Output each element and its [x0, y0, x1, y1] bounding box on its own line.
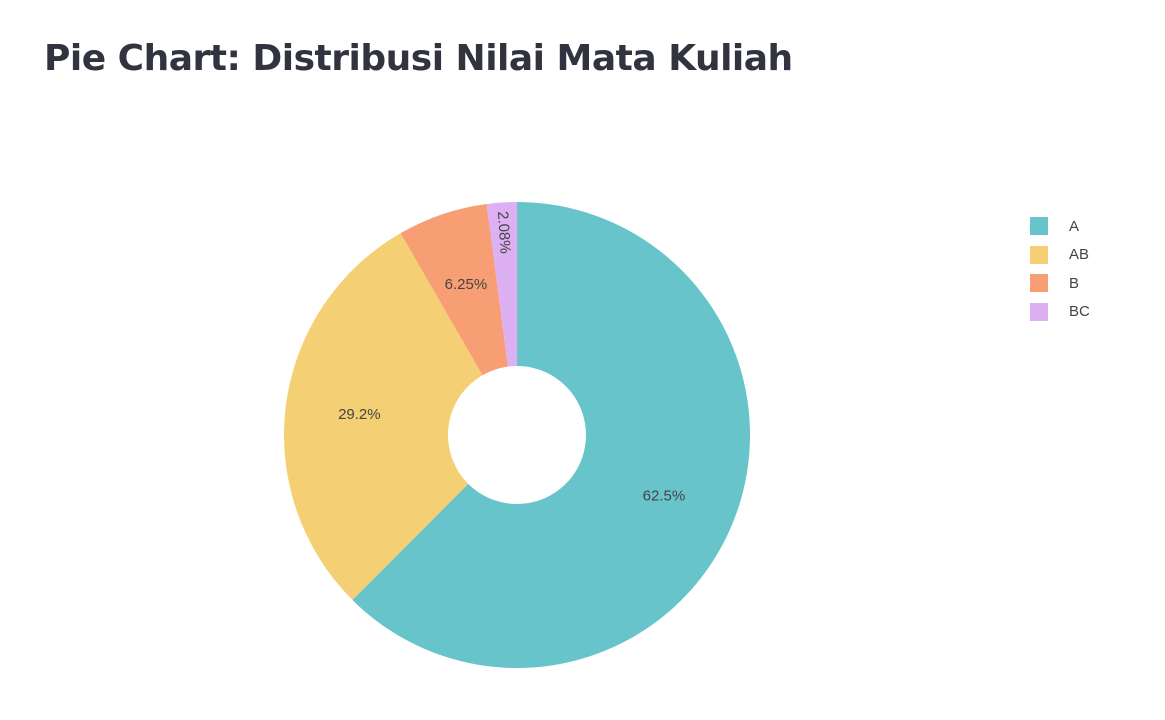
legend-item-ab[interactable]: AB	[1030, 241, 1090, 270]
pie-slice-bc[interactable]	[486, 202, 517, 367]
pie-slice-label-bc: 2.08%	[494, 211, 514, 255]
legend-item-b[interactable]: B	[1030, 269, 1090, 298]
pie-slice-label-ab: 29.2%	[338, 406, 381, 423]
legend-label: A	[1069, 217, 1080, 235]
legend-swatch	[1030, 302, 1048, 321]
legend-swatch	[1030, 217, 1048, 236]
legend-item-bc[interactable]: BC	[1030, 298, 1090, 327]
legend-label: B	[1069, 274, 1080, 292]
pie-slice-labels: 62.5% 29.2% 6.25% 2.08%	[338, 211, 685, 505]
legend-label: AB	[1069, 246, 1090, 264]
chart-title: Pie Chart: Distribusi Nilai Mata Kuliah	[44, 38, 793, 79]
pie-slice-ab[interactable]	[283, 233, 483, 600]
pie-slice-label-a: 62.5%	[643, 487, 686, 504]
pie-slice-b[interactable]	[400, 203, 509, 376]
pie-slice-label-b: 6.25%	[445, 276, 488, 293]
legend-swatch	[1030, 245, 1048, 264]
legend-label: BC	[1069, 303, 1090, 321]
legend-item-a[interactable]: A	[1030, 212, 1090, 241]
legend-swatch	[1030, 274, 1048, 293]
chart-legend[interactable]: A AB B BC	[1030, 212, 1090, 326]
pie-slice-a[interactable]	[352, 202, 750, 668]
pie-slices	[283, 202, 750, 668]
